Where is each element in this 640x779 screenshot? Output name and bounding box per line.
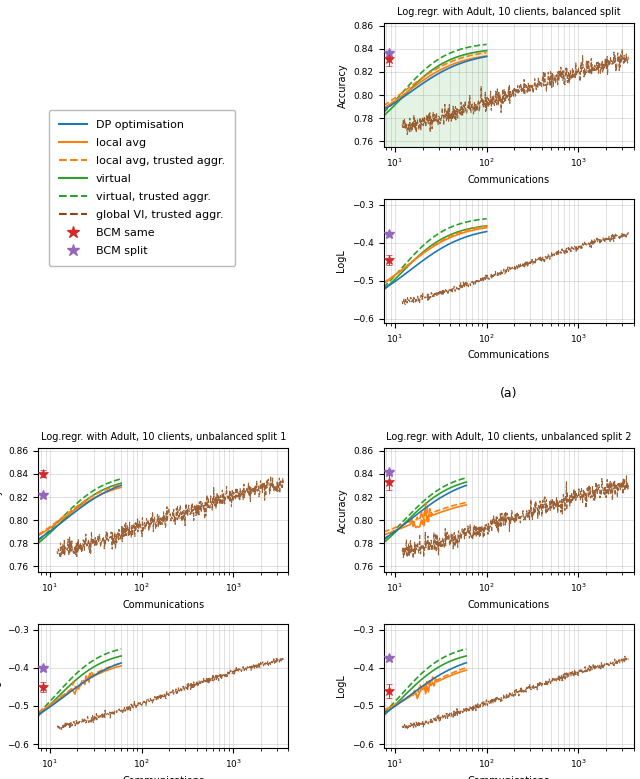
X-axis label: Communications: Communications xyxy=(467,600,550,610)
X-axis label: Communications: Communications xyxy=(122,600,205,610)
Y-axis label: LogL: LogL xyxy=(337,675,346,697)
Legend: DP optimisation, local avg, local avg, trusted aggr., virtual, virtual, trusted : DP optimisation, local avg, local avg, t… xyxy=(49,110,235,266)
X-axis label: Communications: Communications xyxy=(467,174,550,185)
Text: (a): (a) xyxy=(500,387,517,400)
Y-axis label: LogL: LogL xyxy=(337,249,346,273)
Y-axis label: Accuracy: Accuracy xyxy=(0,488,3,533)
Y-axis label: Accuracy: Accuracy xyxy=(338,488,348,533)
X-axis label: Communications: Communications xyxy=(467,351,550,361)
X-axis label: Communications: Communications xyxy=(122,776,205,779)
Y-axis label: LogL: LogL xyxy=(0,675,1,697)
Title: Log.regr. with Adult, 10 clients, unbalanced split 2: Log.regr. with Adult, 10 clients, unbala… xyxy=(386,432,631,442)
Title: Log.regr. with Adult, 10 clients, balanced split: Log.regr. with Adult, 10 clients, balanc… xyxy=(397,7,620,17)
Title: Log.regr. with Adult, 10 clients, unbalanced split 1: Log.regr. with Adult, 10 clients, unbala… xyxy=(41,432,286,442)
Y-axis label: Accuracy: Accuracy xyxy=(338,63,348,108)
X-axis label: Communications: Communications xyxy=(467,776,550,779)
